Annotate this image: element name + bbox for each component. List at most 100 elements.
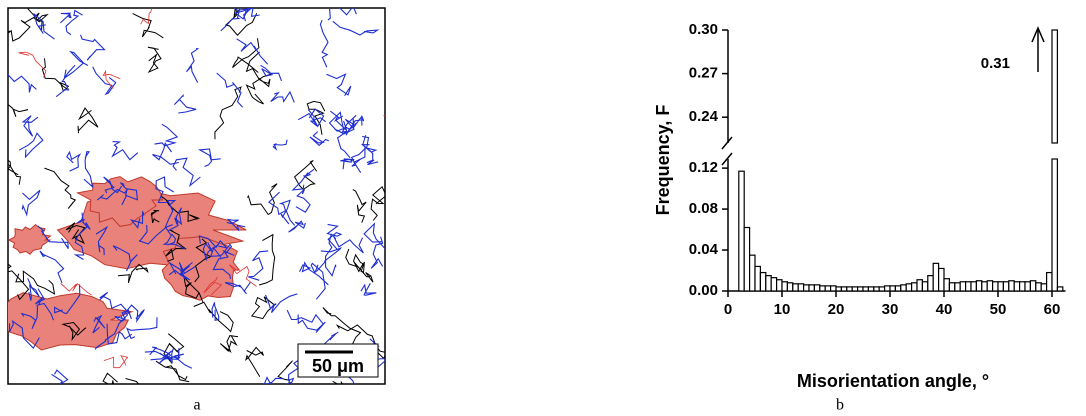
boundary bbox=[111, 141, 139, 161]
boundary bbox=[167, 353, 193, 369]
bar bbox=[846, 286, 853, 292]
boundary bbox=[193, 301, 234, 333]
bar bbox=[916, 279, 924, 292]
axis-break bbox=[721, 136, 733, 166]
x-tick-label: 10 bbox=[774, 301, 791, 318]
boundary bbox=[165, 229, 187, 262]
y-tick-label: 0.27 bbox=[689, 65, 718, 82]
boundary bbox=[168, 262, 193, 281]
bar bbox=[959, 281, 967, 292]
bar bbox=[932, 262, 940, 292]
boundary bbox=[132, 13, 164, 39]
boundary bbox=[370, 236, 384, 269]
boundary bbox=[126, 317, 158, 340]
boundary bbox=[15, 270, 56, 295]
bar bbox=[1018, 281, 1026, 292]
bar bbox=[921, 281, 929, 292]
bar bbox=[991, 281, 999, 292]
boundary bbox=[120, 182, 139, 206]
bar bbox=[1002, 281, 1010, 292]
bar bbox=[856, 286, 864, 292]
bar bbox=[1051, 29, 1059, 144]
boundary bbox=[51, 369, 69, 384]
boundary bbox=[112, 245, 138, 272]
y-tick-label: 0.08 bbox=[689, 200, 718, 217]
boundary bbox=[8, 319, 40, 350]
boundary bbox=[352, 189, 367, 223]
boundary bbox=[174, 93, 197, 114]
boundary bbox=[246, 183, 278, 216]
y-tick-label: 0.12 bbox=[689, 159, 718, 176]
boundary bbox=[150, 209, 160, 224]
boundary bbox=[55, 64, 76, 98]
bar bbox=[819, 285, 826, 292]
boundary bbox=[212, 249, 235, 279]
boundary bbox=[33, 12, 55, 40]
bar bbox=[948, 282, 956, 292]
bar bbox=[981, 281, 988, 292]
boundary bbox=[319, 19, 329, 68]
boundary bbox=[216, 72, 244, 108]
boundary bbox=[152, 142, 179, 165]
boundary bbox=[99, 291, 131, 315]
bar bbox=[738, 170, 745, 292]
x-tick-label: 0 bbox=[724, 301, 732, 318]
boundary bbox=[332, 20, 380, 36]
bar bbox=[1045, 271, 1053, 292]
boundary bbox=[334, 116, 362, 135]
boundary bbox=[197, 148, 221, 168]
boundary bbox=[83, 151, 94, 189]
boundary bbox=[102, 69, 121, 89]
x-tick-label: 20 bbox=[828, 301, 845, 318]
boundary bbox=[260, 64, 283, 82]
boundary bbox=[27, 278, 40, 301]
bar bbox=[808, 284, 816, 292]
boundary bbox=[103, 355, 129, 369]
bar bbox=[786, 282, 794, 292]
boundary bbox=[73, 222, 88, 260]
boundary bbox=[229, 264, 257, 287]
boundary bbox=[297, 314, 326, 333]
boundary bbox=[295, 184, 311, 213]
boundary bbox=[18, 51, 47, 78]
bar bbox=[1029, 280, 1037, 292]
boundary bbox=[77, 107, 99, 134]
boundary bbox=[8, 8, 36, 42]
bar bbox=[797, 283, 805, 292]
bar bbox=[997, 281, 1005, 292]
boundary bbox=[248, 250, 269, 281]
bar bbox=[802, 284, 810, 292]
boundary bbox=[66, 150, 82, 172]
boundary bbox=[258, 233, 276, 286]
annotation-arrow bbox=[1031, 26, 1045, 43]
boundary bbox=[102, 372, 118, 384]
boundary bbox=[60, 12, 72, 24]
boundary bbox=[224, 281, 251, 295]
bar bbox=[873, 286, 880, 292]
boundary bbox=[154, 123, 179, 147]
y-tick-label: 0.04 bbox=[689, 241, 719, 258]
boundary bbox=[8, 103, 28, 117]
boundary bbox=[293, 160, 318, 191]
boundary bbox=[345, 248, 374, 283]
boundary bbox=[340, 158, 355, 170]
bar bbox=[770, 277, 778, 292]
boundary bbox=[20, 304, 39, 330]
x-tick-label: 40 bbox=[936, 301, 953, 318]
boundary bbox=[103, 176, 123, 194]
x-axis-label: Misorientation angle, ° bbox=[797, 371, 989, 391]
bar bbox=[878, 286, 886, 292]
boundary bbox=[306, 100, 326, 135]
boundary bbox=[232, 38, 260, 73]
bar bbox=[943, 278, 951, 292]
bar bbox=[781, 281, 789, 292]
boundary bbox=[327, 8, 357, 21]
boundary bbox=[167, 207, 183, 232]
boundary bbox=[194, 238, 213, 283]
boundary bbox=[285, 360, 300, 384]
bar bbox=[954, 282, 961, 292]
boundary bbox=[54, 284, 81, 314]
boundary bbox=[211, 302, 220, 322]
boundary bbox=[162, 233, 186, 250]
boundary bbox=[202, 242, 222, 262]
